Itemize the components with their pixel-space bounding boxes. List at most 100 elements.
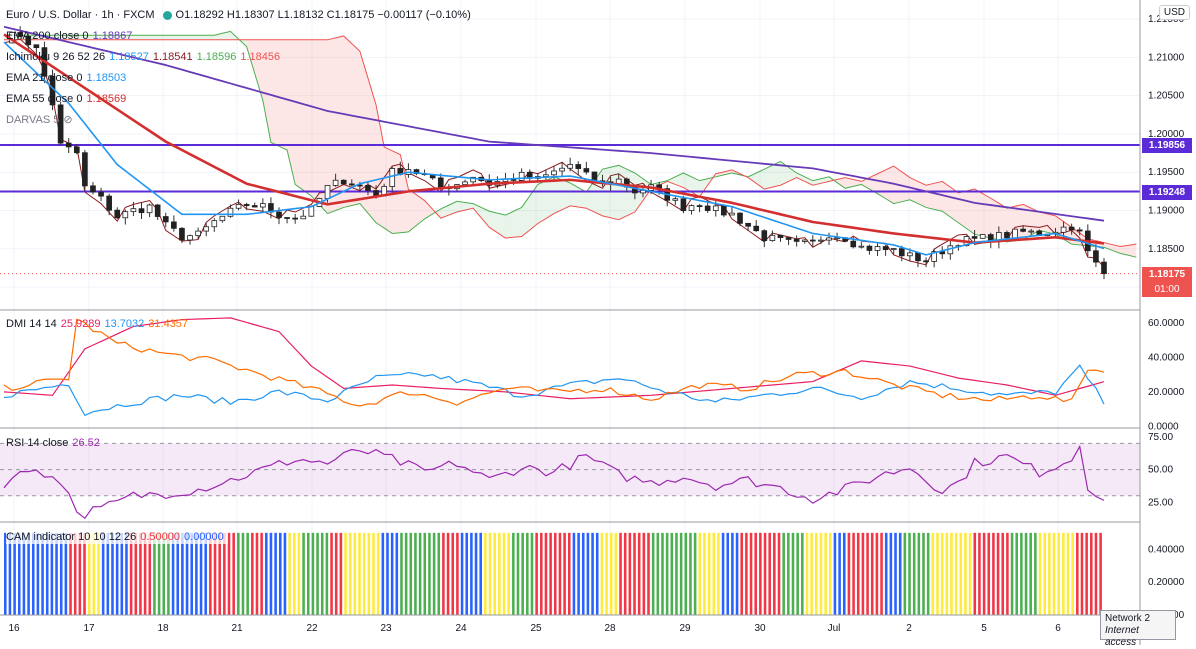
- candle-body: [106, 195, 112, 211]
- candle-body: [753, 225, 760, 232]
- dmi-pane[interactable]: [3, 317, 1105, 417]
- cam-bar: [679, 532, 683, 615]
- cam-bar: [908, 532, 911, 615]
- eye-hidden-icon[interactable]: ⊘: [63, 114, 73, 126]
- cam-bar: [717, 532, 720, 615]
- candle-body: [1012, 228, 1018, 239]
- cam-bar: [870, 532, 874, 615]
- cam-bar: [456, 532, 459, 615]
- candle-body: [785, 237, 792, 240]
- x-tick-label: 17: [83, 623, 95, 634]
- legend-ema200-label: EMA 200 close 0: [6, 30, 89, 42]
- legend-dmi[interactable]: DMI 14 14 25.9289 13.7032 31.4357: [6, 317, 192, 331]
- cam-bar: [512, 532, 515, 615]
- ichimoku-cloud-segment: [529, 184, 538, 231]
- cam-bar: [838, 532, 841, 615]
- price-pane[interactable]: [0, 25, 1140, 280]
- x-tick-label: 2: [906, 623, 912, 634]
- ichimoku-cloud-segment: [772, 161, 781, 188]
- candle-body: [1060, 226, 1067, 233]
- x-tick-label: 22: [306, 623, 318, 634]
- cam-bar: [470, 532, 473, 615]
- candle-body: [227, 207, 234, 217]
- legend-cam[interactable]: CAM indicator 10 10 12 26 0.50000 0.00000: [6, 530, 228, 544]
- ichimoku-cloud-segment: [513, 207, 522, 238]
- ichimoku-cloud-segment: [845, 177, 854, 189]
- candle-body: [971, 236, 978, 239]
- ichimoku-cloud-segment: [173, 35, 182, 40]
- network-status: Internet access: [1105, 625, 1139, 648]
- ichimoku-cloud-segment: [149, 35, 158, 40]
- cam-bar: [782, 532, 785, 615]
- cam-pane[interactable]: [4, 532, 1102, 615]
- ichimoku-cloud-segment: [578, 187, 587, 209]
- cam-bar: [502, 532, 506, 615]
- cam-bar: [945, 532, 949, 615]
- candle-body: [259, 203, 266, 208]
- rsi-pane[interactable]: [0, 442, 1140, 520]
- cam-bar: [880, 532, 883, 615]
- legend-ema200[interactable]: EMA 200 close 0 1.18867: [6, 29, 136, 43]
- cam-bar: [661, 532, 664, 615]
- cam-bar: [1071, 532, 1074, 615]
- cam-bar: [1099, 532, 1102, 615]
- ichimoku-cloud-segment: [950, 187, 959, 223]
- candle-body: [712, 205, 719, 211]
- cam-bar: [306, 532, 310, 615]
- candle-body: [559, 167, 565, 172]
- candle-body: [890, 248, 897, 251]
- candle-body: [543, 174, 549, 177]
- legend-rsi[interactable]: RSI 14 close 26.52: [6, 436, 104, 450]
- x-tick-label: 30: [754, 623, 766, 634]
- cam-bar: [50, 532, 54, 615]
- cam-bar: [213, 532, 217, 615]
- x-tick-label: 16: [8, 623, 20, 634]
- legend-ema21[interactable]: EMA 21 close 0 1.18503: [6, 71, 130, 85]
- cam-bar: [320, 532, 324, 615]
- candle-body: [1020, 228, 1026, 232]
- candle-body: [567, 164, 574, 169]
- cam-bar: [129, 532, 133, 615]
- legend-ema55-label: EMA 55 close 0: [6, 93, 83, 105]
- cam-bar: [1048, 532, 1051, 615]
- legend-ichimoku[interactable]: Ichimoku 9 26 52 26 1.18527 1.18541 1.18596…: [6, 50, 284, 64]
- last-price-tag: 1.18175: [1142, 266, 1192, 282]
- ichimoku-cloud-segment: [545, 176, 554, 219]
- cam-bar: [381, 532, 385, 615]
- cam-bar: [134, 532, 138, 615]
- cam-bar: [992, 532, 995, 615]
- cam-bar: [968, 532, 972, 615]
- y-tick-label: 1.19000: [1148, 205, 1185, 216]
- cam-bar: [190, 532, 194, 615]
- cam-bar: [572, 532, 576, 615]
- cam-bar: [600, 532, 604, 615]
- candle-body: [907, 252, 913, 257]
- symbol-title[interactable]: Euro / U.S. Dollar · 1h · FXCM: [6, 9, 155, 21]
- ichimoku-cloud-segment: [1128, 244, 1137, 258]
- candle-body: [122, 211, 129, 219]
- candle-body: [745, 222, 751, 227]
- legend-darvas[interactable]: DARVAS 5 ⊘: [6, 113, 77, 127]
- cam-bar: [409, 532, 413, 615]
- legend-ichimoku-label: Ichimoku 9 26 52 26: [6, 51, 106, 63]
- candle-body: [1093, 250, 1099, 263]
- cam-bar: [824, 532, 827, 615]
- ichimoku-cloud-segment: [76, 35, 85, 40]
- ichimoku-cloud-segment: [586, 180, 595, 213]
- candle-body: [90, 185, 96, 193]
- candle-body: [284, 217, 290, 219]
- cam-bar: [460, 532, 464, 615]
- x-tick-label: 5: [981, 623, 987, 634]
- cam-bar: [623, 532, 627, 615]
- candle-body: [437, 177, 444, 188]
- dmi-y-tick-label: 60.0000: [1148, 318, 1185, 329]
- cam-bar: [591, 532, 594, 615]
- currency-selector[interactable]: USD: [1158, 5, 1190, 20]
- cam-bar: [567, 532, 571, 615]
- cam-bar: [199, 532, 203, 615]
- cam-bar: [581, 532, 585, 615]
- legend-ema55[interactable]: EMA 55 close 0 1.18569: [6, 92, 130, 106]
- cam-bar: [842, 532, 846, 615]
- ichimoku-cloud-segment: [198, 35, 207, 40]
